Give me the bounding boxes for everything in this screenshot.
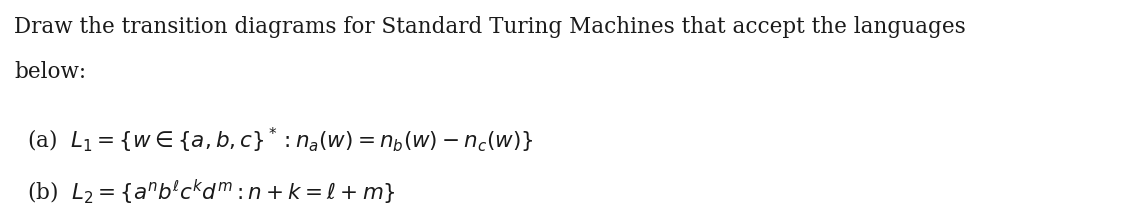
Text: (a)  $L_1 = \{w \in \{a, b, c\}^* : n_a(w) = n_b(w) - n_c(w)\}$: (a) $L_1 = \{w \in \{a, b, c\}^* : n_a(w… <box>27 126 534 155</box>
Text: Draw the transition diagrams for Standard Turing Machines that accept the langua: Draw the transition diagrams for Standar… <box>14 16 966 38</box>
Text: (b)  $L_2 = \{a^n b^\ell c^k d^m : n + k = \ell + m\}$: (b) $L_2 = \{a^n b^\ell c^k d^m : n + k … <box>27 177 397 205</box>
Text: below:: below: <box>14 61 86 83</box>
